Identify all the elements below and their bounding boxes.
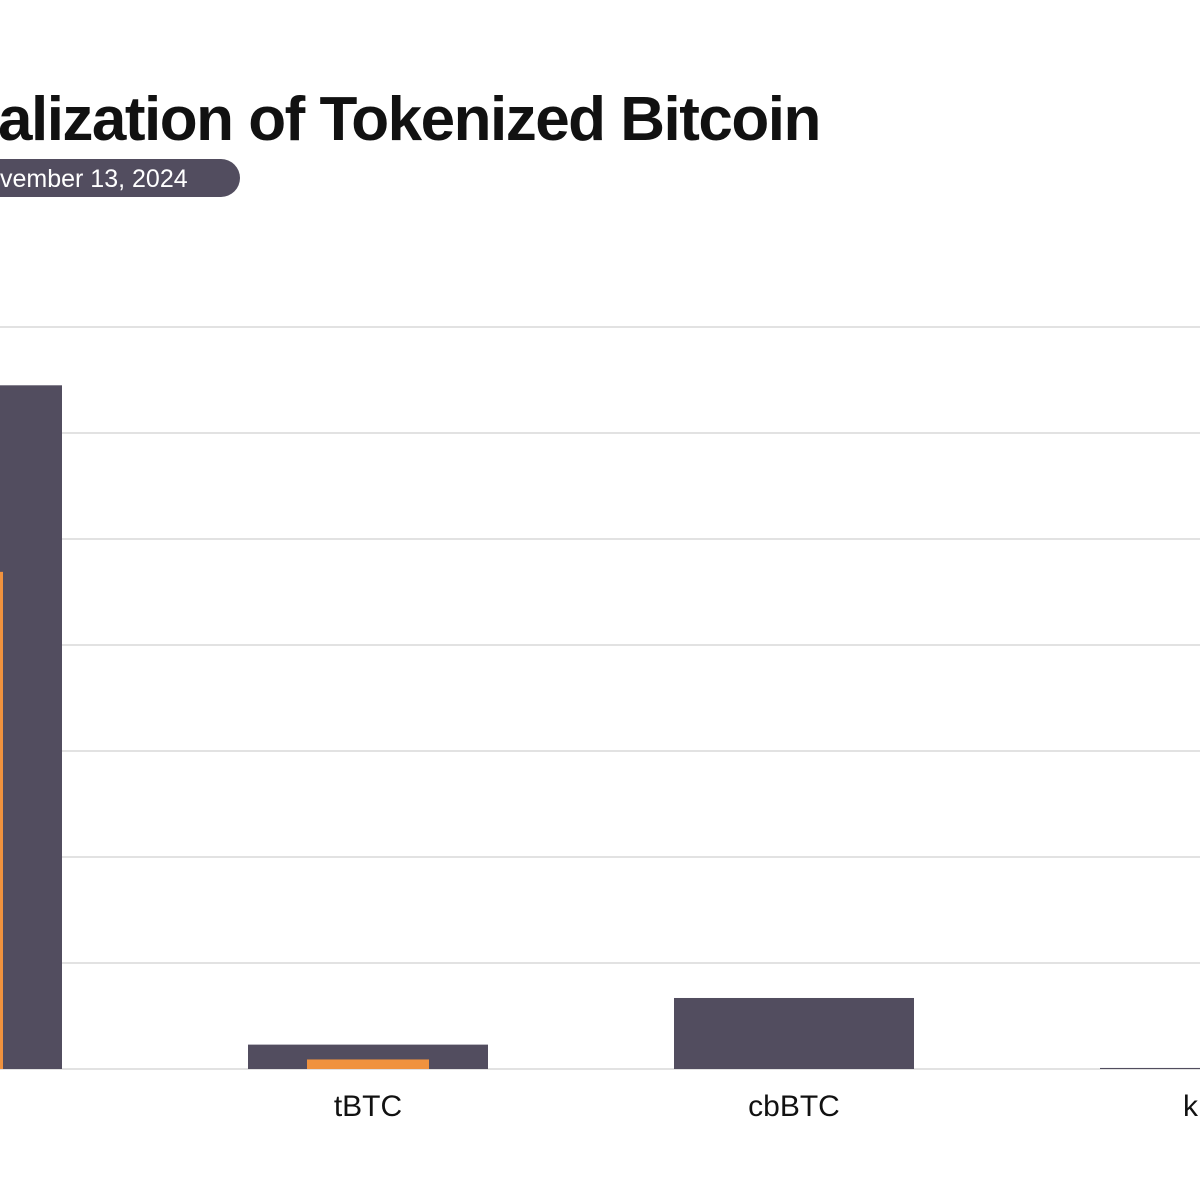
bar xyxy=(674,997,914,1069)
bar xyxy=(0,571,3,1069)
bar xyxy=(0,385,62,1069)
subtitle-pill xyxy=(0,159,240,197)
chart-subtitle: vember 13, 2024 xyxy=(0,165,188,193)
bar xyxy=(1100,1067,1200,1069)
chart-title: alization of Tokenized Bitcoin xyxy=(0,85,820,154)
x-tick-label: tBTC xyxy=(334,1090,402,1123)
x-tick-label: k xyxy=(1183,1090,1199,1123)
bar xyxy=(307,1059,429,1069)
x-tick-label: cbBTC xyxy=(748,1090,840,1123)
